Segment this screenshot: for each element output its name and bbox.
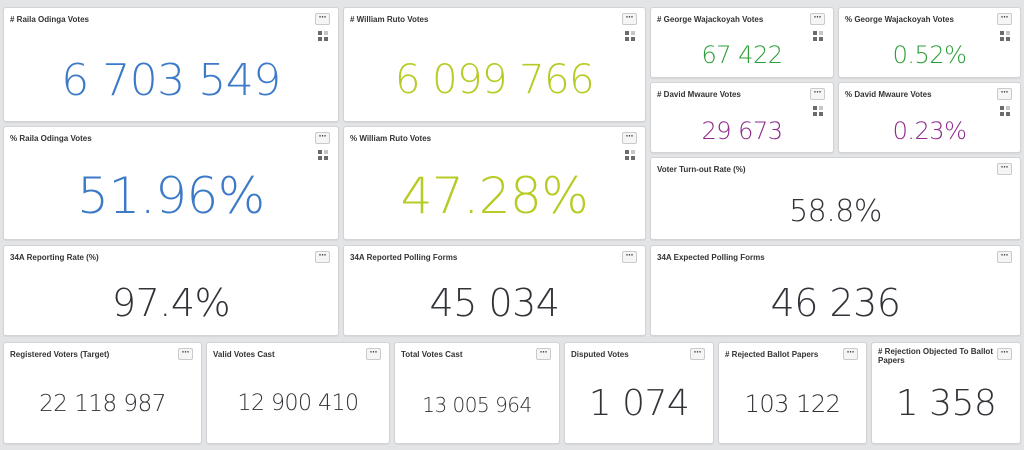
card-george-votes: # George Wajackoyah Votes ··· 67 422 [650, 7, 834, 78]
card-title: 34A Reporting Rate (%) [10, 253, 99, 262]
more-options-icon[interactable]: ··· [366, 348, 381, 360]
grid-view-icon[interactable] [813, 31, 823, 41]
card-title: # David Mwaure Votes [657, 90, 741, 99]
card-value: 51.96% [77, 167, 265, 225]
card-value: 45 034 [429, 281, 560, 325]
card-mwaure-pct: % David Mwaure Votes ··· 0.23% [838, 82, 1021, 153]
card-registered-voters: Registered Voters (Target) ··· 22 118 98… [3, 342, 202, 444]
more-options-icon[interactable]: ··· [810, 88, 825, 100]
card-title: Disputed Votes [571, 350, 629, 359]
card-reported-forms: 34A Reported Polling Forms ··· 45 034 [343, 245, 646, 336]
card-value: 103 122 [744, 390, 841, 418]
card-value: 47.28% [400, 167, 589, 225]
card-value: 22 118 987 [39, 391, 166, 417]
card-value: 97.4% [111, 281, 231, 325]
more-options-icon[interactable]: ··· [315, 13, 330, 25]
card-raila-votes: # Raila Odinga Votes ··· 6 703 549 [3, 7, 339, 122]
card-title: # Raila Odinga Votes [10, 15, 89, 24]
card-rejection-objected: # Rejection Objected To Ballot Papers ··… [871, 342, 1021, 444]
more-options-icon[interactable]: ··· [315, 132, 330, 144]
card-valid-votes: Valid Votes Cast ··· 12 900 410 [206, 342, 390, 444]
card-title: 34A Expected Polling Forms [657, 253, 765, 262]
more-options-icon[interactable]: ··· [178, 348, 193, 360]
more-options-icon[interactable]: ··· [622, 132, 637, 144]
grid-view-icon[interactable] [625, 150, 635, 160]
card-title: Valid Votes Cast [213, 350, 275, 359]
more-options-icon[interactable]: ··· [690, 348, 705, 360]
more-options-icon[interactable]: ··· [997, 348, 1012, 360]
more-options-icon[interactable]: ··· [810, 13, 825, 25]
card-title: % David Mwaure Votes [845, 90, 932, 99]
card-title: 34A Reported Polling Forms [350, 253, 458, 262]
more-options-icon[interactable]: ··· [997, 163, 1012, 175]
more-options-icon[interactable]: ··· [536, 348, 551, 360]
card-title: % William Ruto Votes [350, 134, 432, 143]
card-title: % George Wajackoyah Votes [845, 15, 954, 24]
card-reporting-rate: 34A Reporting Rate (%) ··· 97.4% [3, 245, 339, 336]
more-options-icon[interactable]: ··· [843, 348, 858, 360]
card-value: 13 005 964 [422, 393, 532, 417]
card-title: % Raila Odinga Votes [10, 134, 92, 143]
card-ruto-pct: % William Ruto Votes ··· 47.28% [343, 126, 646, 240]
card-value: 1 074 [588, 383, 690, 424]
card-total-votes: Total Votes Cast ··· 13 005 964 [394, 342, 560, 444]
more-options-icon[interactable]: ··· [622, 13, 637, 25]
grid-view-icon[interactable] [813, 106, 823, 116]
card-title: # George Wajackoyah Votes [657, 15, 764, 24]
card-george-pct: % George Wajackoyah Votes ··· 0.52% [838, 7, 1021, 78]
card-title: Voter Turn-out Rate (%) [657, 165, 746, 174]
card-value: 6 099 766 [394, 57, 595, 103]
card-ruto-votes: # William Ruto Votes ··· 6 099 766 [343, 7, 646, 122]
more-options-icon[interactable]: ··· [997, 88, 1012, 100]
card-title: # Rejection Objected To Ballot Papers [878, 347, 993, 365]
card-title: # William Ruto Votes [350, 15, 429, 24]
card-value: 46 236 [770, 281, 901, 325]
more-options-icon[interactable]: ··· [622, 251, 637, 263]
grid-view-icon[interactable] [318, 150, 328, 160]
card-raila-pct: % Raila Odinga Votes ··· 51.96% [3, 126, 339, 240]
card-value: 29 673 [701, 117, 783, 145]
card-value: 0.23% [892, 117, 967, 145]
more-options-icon[interactable]: ··· [997, 13, 1012, 25]
more-options-icon[interactable]: ··· [997, 251, 1012, 263]
more-options-icon[interactable]: ··· [315, 251, 330, 263]
grid-view-icon[interactable] [1000, 106, 1010, 116]
card-turnout: Voter Turn-out Rate (%) ··· 58.8% [650, 157, 1021, 240]
card-value: 58.8% [789, 194, 882, 229]
grid-view-icon[interactable] [625, 31, 635, 41]
card-value: 1 358 [895, 383, 997, 424]
card-title: Registered Voters (Target) [10, 350, 110, 359]
card-value: 6 703 549 [61, 55, 281, 106]
card-value: 0.52% [892, 41, 967, 69]
card-expected-forms: 34A Expected Polling Forms ··· 46 236 [650, 245, 1021, 336]
card-value: 12 900 410 [237, 391, 359, 416]
card-mwaure-votes: # David Mwaure Votes ··· 29 673 [650, 82, 834, 153]
card-rejected-ballots: # Rejected Ballot Papers ··· 103 122 [718, 342, 867, 444]
grid-view-icon[interactable] [1000, 31, 1010, 41]
card-value: 67 422 [701, 41, 783, 69]
card-title: Total Votes Cast [401, 350, 463, 359]
card-title: # Rejected Ballot Papers [725, 350, 819, 359]
card-disputed-votes: Disputed Votes ··· 1 074 [564, 342, 714, 444]
grid-view-icon[interactable] [318, 31, 328, 41]
